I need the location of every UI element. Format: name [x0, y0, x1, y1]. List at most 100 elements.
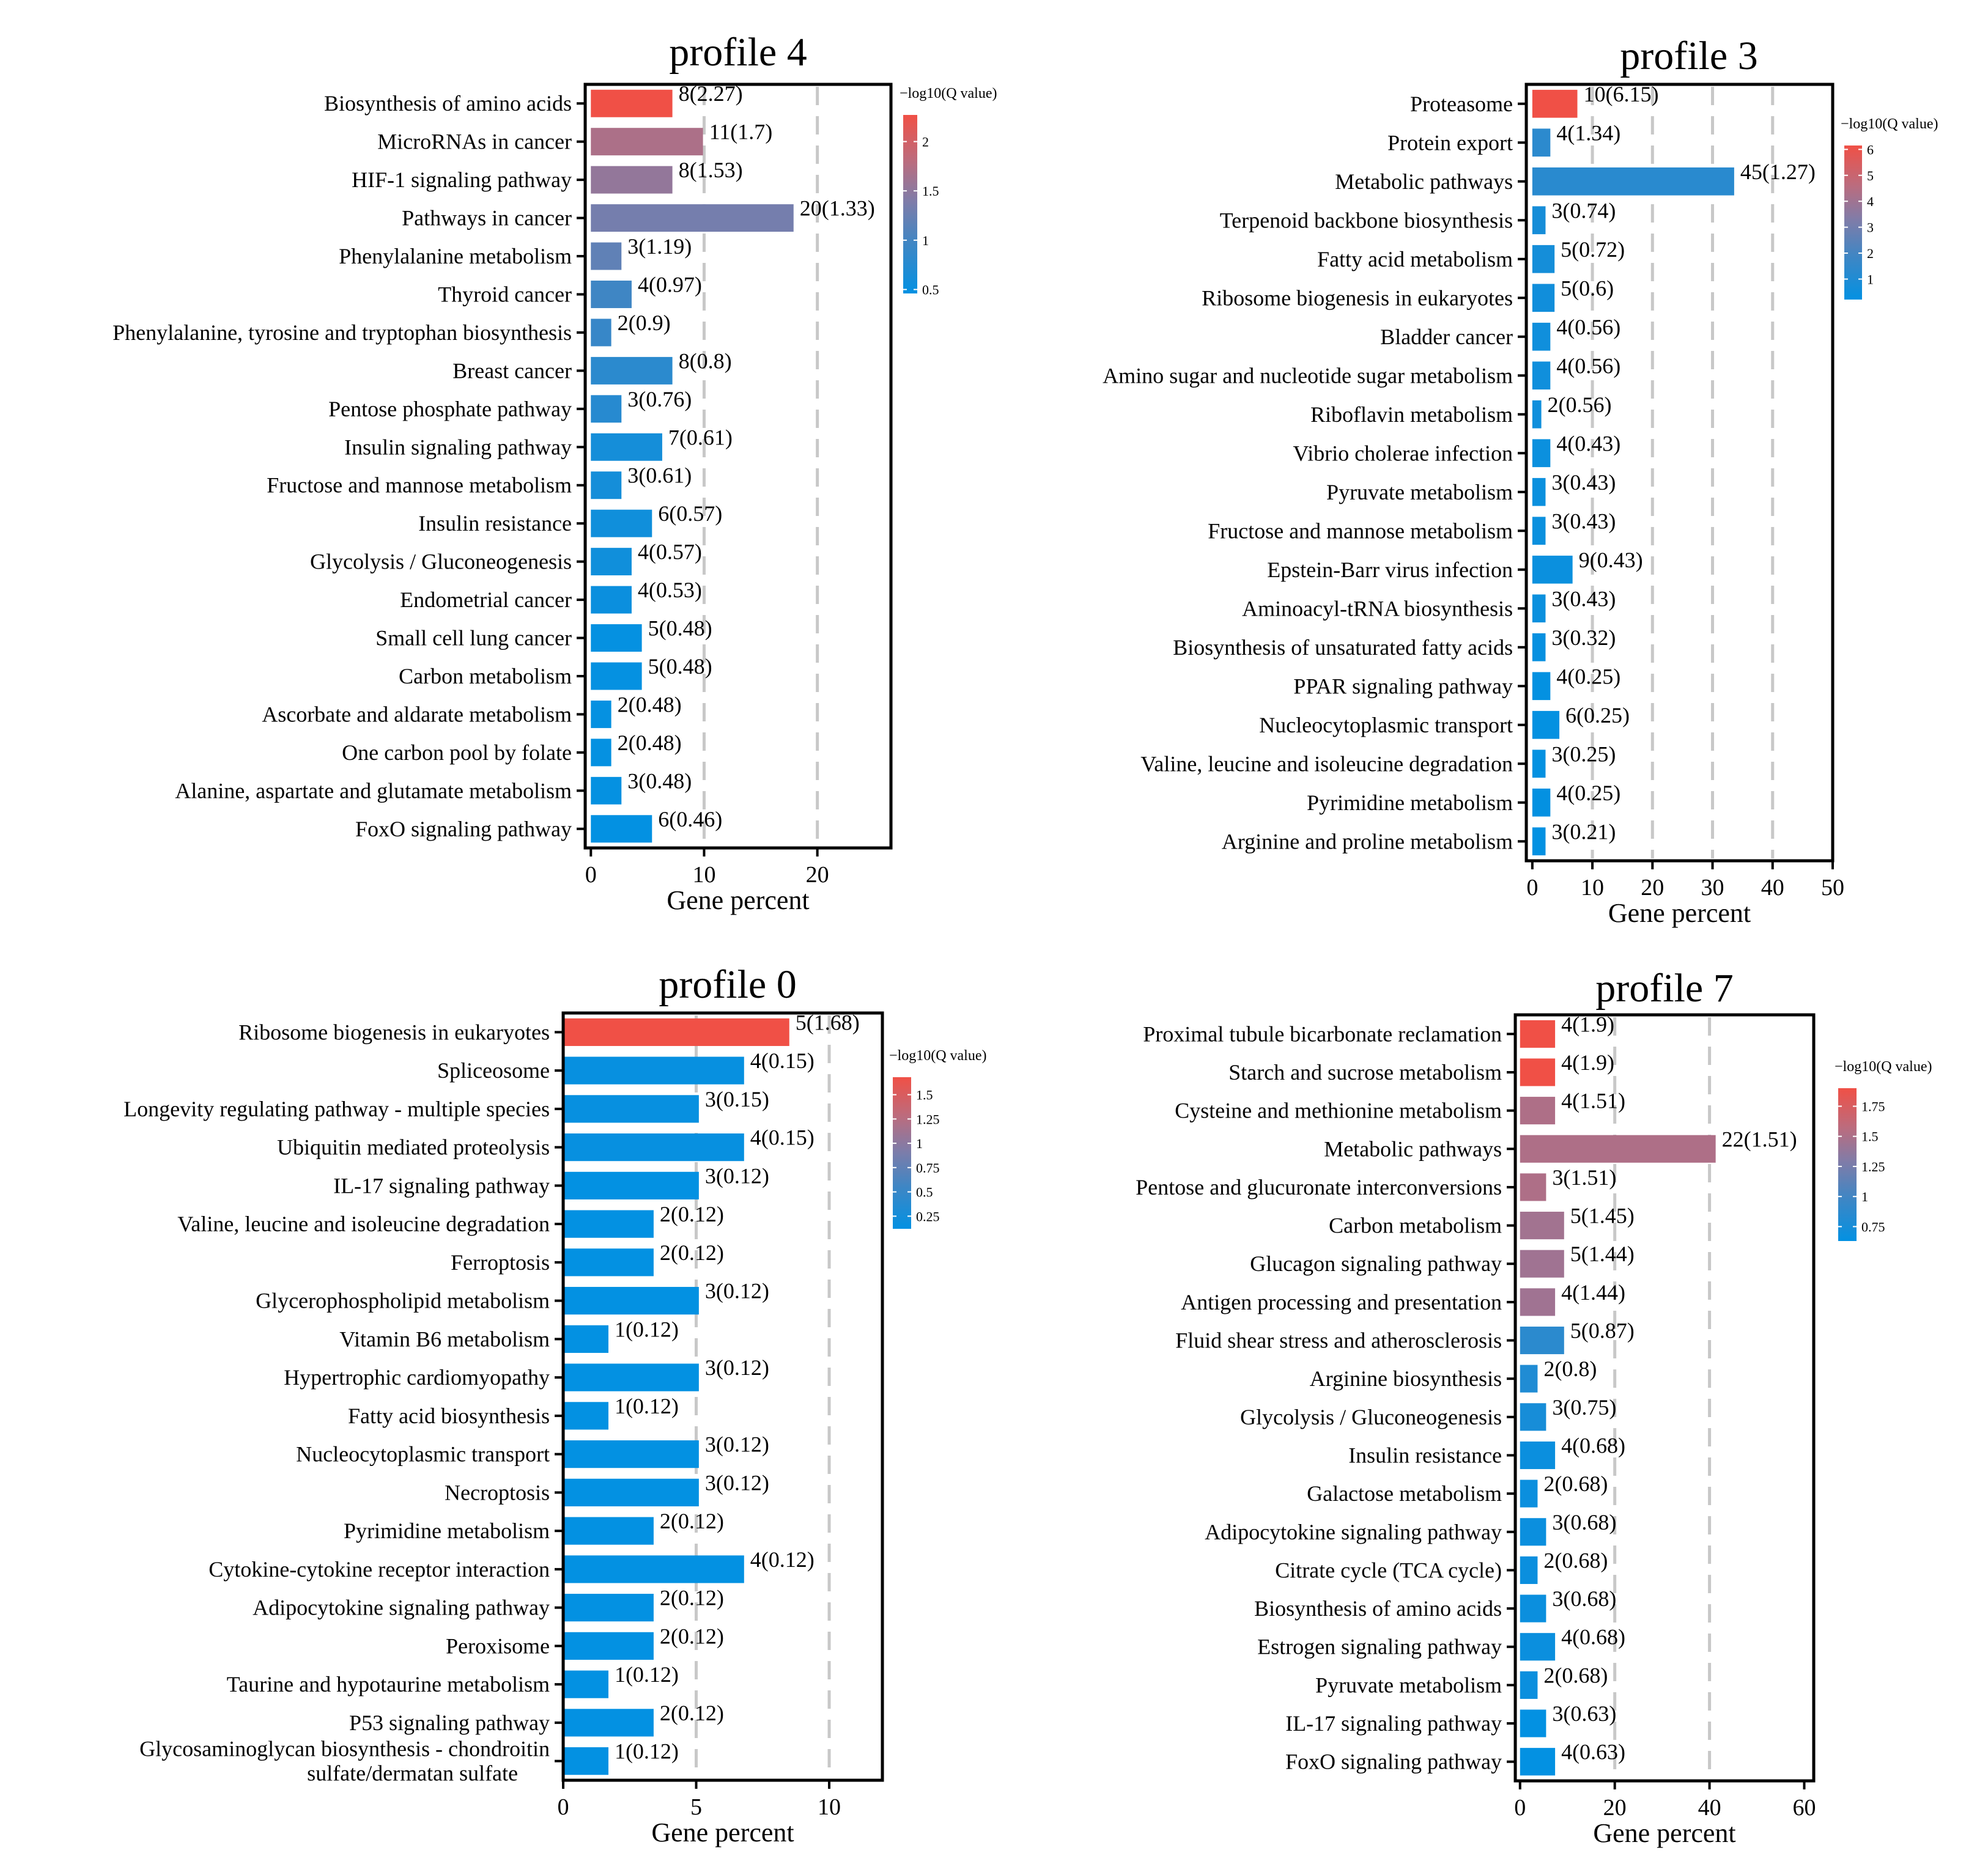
bar — [591, 776, 622, 805]
bar-value-label: 2(0.68) — [1543, 1548, 1608, 1572]
colorbar-tick-label: 4 — [1867, 194, 1874, 209]
chart-panel-3: profile 7 4(1.9) Proximal tubule bicarbona… — [1136, 966, 1932, 1848]
bar — [563, 1325, 608, 1353]
bar — [1520, 1365, 1538, 1393]
colorbar — [1838, 1088, 1857, 1241]
bar-value-label: 6(0.46) — [658, 807, 722, 831]
bar-value-label: 4(1.34) — [1556, 120, 1620, 145]
bar — [591, 700, 612, 728]
bar-value-label: 5(0.48) — [648, 616, 712, 641]
x-tick-label: 10 — [1581, 875, 1604, 901]
category-label: PPAR signaling pathway — [1293, 674, 1513, 698]
x-tick-label: 20 — [1603, 1795, 1627, 1821]
category-label: Carbon metabolism — [399, 664, 572, 688]
bar-value-label: 45(1.27) — [1740, 160, 1816, 184]
bar — [1532, 322, 1551, 351]
bar-value-label: 2(0.68) — [1543, 1663, 1608, 1687]
x-tick-label: 0 — [1526, 875, 1538, 901]
category-label: Necroptosis — [445, 1480, 550, 1505]
x-axis-label: Gene percent — [1593, 1818, 1735, 1848]
bar — [1532, 167, 1734, 196]
category-label: Adipocytokine signaling pathway — [1205, 1520, 1502, 1544]
bar-value-label: 6(0.57) — [658, 501, 722, 526]
chart-panel-1: profile 310(6.15)Proteasome4(1.34)Protei… — [1103, 34, 1938, 928]
category-label: Pyruvate metabolism — [1315, 1673, 1502, 1697]
bar — [1532, 672, 1551, 701]
bar — [591, 509, 652, 537]
chart-panel-0: profile 48(2.27)Biosynthesis of amino ac… — [113, 30, 997, 915]
x-tick-label: 0 — [585, 862, 597, 888]
bar-value-label: 5(1.44) — [1570, 1242, 1635, 1266]
bar-value-label: 4(0.43) — [1556, 431, 1620, 455]
bar — [591, 471, 622, 499]
bar-value-label: 8(0.8) — [679, 348, 732, 373]
category-label: Cytokine-cytokine receptor interaction — [209, 1557, 550, 1582]
bar — [1532, 400, 1542, 429]
bar-value-label: 4(0.57) — [638, 540, 702, 564]
category-label: Aminoacyl-tRNA biosynthesis — [1242, 596, 1513, 621]
bar — [563, 1095, 699, 1123]
bar-value-label: 3(0.61) — [627, 463, 692, 488]
bar — [1532, 788, 1551, 817]
bar — [563, 1440, 699, 1468]
category-label: Proteasome — [1410, 92, 1513, 116]
category-label: Cysteine and methionine metabolism — [1175, 1099, 1502, 1123]
x-axis-label: Gene percent — [1608, 898, 1751, 928]
bar-value-label: 4(1.51) — [1561, 1089, 1625, 1113]
bar — [1532, 89, 1578, 118]
colorbar-tick-label: 0.5 — [916, 1185, 933, 1200]
x-tick-label: 10 — [692, 862, 715, 888]
colorbar-tick-label: 2 — [1867, 246, 1874, 261]
bar-value-label: 3(0.68) — [1552, 1510, 1616, 1534]
bar — [1532, 594, 1546, 623]
bar — [1532, 710, 1560, 739]
bar-value-label: 3(0.32) — [1551, 625, 1616, 650]
bar — [591, 815, 652, 843]
bar — [591, 624, 642, 652]
bar-value-label: 3(0.15) — [705, 1087, 769, 1111]
bar — [563, 1018, 789, 1046]
bar-value-label: 4(0.68) — [1561, 1625, 1625, 1649]
bar-value-label: 5(1.45) — [1570, 1204, 1635, 1228]
bar — [1520, 1671, 1538, 1699]
category-label: Glycolysis / Gluconeogenesis — [1240, 1405, 1502, 1429]
colorbar-legend: −log10(Q value) 0.25 0.5 0.75 1 1.25 1.5 — [889, 1048, 987, 1229]
bar — [1520, 1097, 1556, 1125]
bar-value-label: 2(0.12) — [660, 1701, 724, 1725]
bar-value-label: 3(0.12) — [705, 1470, 769, 1495]
bar — [591, 280, 632, 308]
colorbar-tick-label: 3 — [1867, 220, 1874, 235]
bar-value-label: 3(0.43) — [1551, 586, 1616, 611]
bar — [563, 1478, 699, 1506]
colorbar-tick-label: 0.5 — [922, 282, 939, 298]
bar — [591, 662, 642, 690]
bar — [563, 1210, 654, 1238]
category-label-line: Glycosaminoglycan biosynthesis - chondro… — [139, 1737, 550, 1761]
bar-value-label: 4(0.68) — [1561, 1433, 1625, 1457]
bar-value-label: 3(0.75) — [1552, 1395, 1616, 1420]
bar-value-label: 3(0.12) — [705, 1355, 769, 1380]
bar-value-label: 3(0.21) — [1551, 819, 1616, 844]
x-tick-label: 0 — [1514, 1795, 1526, 1821]
category-label: Metabolic pathways — [1335, 169, 1513, 194]
category-label: Biosynthesis of amino acids — [1254, 1596, 1502, 1621]
colorbar-tick-label: 1.25 — [1861, 1159, 1885, 1174]
category-label: Pyrimidine metabolism — [344, 1519, 550, 1543]
category-label: Hypertrophic cardiomyopathy — [284, 1365, 550, 1390]
bar — [563, 1709, 654, 1737]
category-label: Small cell lung cancer — [375, 626, 572, 650]
bar-value-label: 2(0.48) — [618, 731, 682, 755]
bar — [1532, 245, 1555, 273]
category-label: Endometrial cancer — [400, 588, 572, 612]
colorbar-legend: −log10(Q value) 1 2 3 4 5 6 — [1841, 116, 1938, 300]
chart-title: profile 4 — [669, 30, 807, 75]
bar-value-label: 4(0.63) — [1561, 1740, 1625, 1764]
category-label: Phenylalanine, tyrosine and tryptophan b… — [113, 320, 572, 345]
category-label: Amino sugar and nucleotide sugar metabol… — [1103, 363, 1513, 388]
category-label: One carbon pool by folate — [342, 740, 572, 765]
x-tick-label: 30 — [1701, 875, 1724, 901]
bar-value-label: 2(0.12) — [660, 1624, 724, 1648]
category-label: MicroRNAs in cancer — [377, 130, 572, 154]
bar — [1520, 1556, 1538, 1584]
category-label: Arginine and proline metabolism — [1222, 829, 1513, 853]
